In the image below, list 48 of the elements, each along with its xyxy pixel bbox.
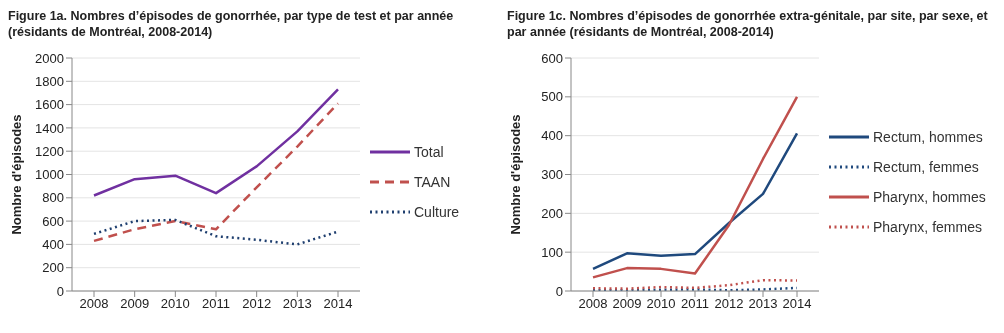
x-tick-label: 2008	[578, 296, 608, 312]
x-tick-label: 2014	[323, 296, 353, 312]
y-tick-label: 1600	[35, 97, 64, 113]
y-tick-label: 200	[42, 260, 64, 276]
chart-title: Figure 1a. Nombres d’épisodes de gonorrhée, par type de test et par année (résidants de Montréal, 2008-2014)	[8, 8, 455, 41]
legend-label: Rectum, femmes	[873, 158, 979, 175]
y-tick-label: 400	[42, 237, 64, 253]
x-tick-label: 2011	[202, 296, 230, 312]
y-tick-label: 1200	[35, 143, 64, 159]
line-series	[92, 102, 340, 243]
y-tick-label: 2000	[35, 50, 64, 66]
x-tick-label: 2008	[79, 296, 109, 312]
x-tick-label: 2013	[748, 296, 778, 312]
line-series	[591, 132, 799, 271]
x-tick-label: 2009	[120, 296, 150, 312]
y-tick-label: 100	[541, 244, 563, 260]
x-tick-label: 2010	[160, 296, 190, 312]
y-tick-label: 400	[541, 128, 563, 144]
x-tick-label: 2010	[646, 296, 676, 312]
y-tick-label: 0	[56, 283, 64, 299]
line-series	[591, 278, 799, 290]
y-tick-label: 1000	[35, 167, 64, 183]
y-tick-label: 500	[541, 89, 563, 105]
line-series	[591, 95, 799, 279]
x-tick-label: 2014	[782, 296, 812, 312]
x-tick-label: 2011	[681, 296, 709, 312]
y-tick-label: 600	[541, 50, 563, 66]
legend-label: Culture	[414, 203, 460, 220]
y-tick-label: 0	[555, 283, 563, 299]
legend-label: Pharynx, hommes	[873, 188, 986, 205]
x-tick-label: 2012	[242, 296, 272, 312]
y-tick-label: 800	[42, 190, 64, 206]
chart-title: Figure 1c. Nombres d’épisodes de gonorrhée extra-génitale, par site, par sexe, et par année (résidants de Montréal, 2008-2014)	[507, 8, 989, 41]
line-series	[92, 88, 340, 197]
y-tick-label: 300	[541, 167, 563, 183]
y-axis-title: Nombre d'épisodes	[507, 114, 523, 235]
x-tick-label: 2013	[282, 296, 312, 312]
y-tick-label: 600	[42, 213, 64, 229]
y-tick-label: 200	[541, 205, 563, 221]
x-tick-label: 2012	[714, 296, 744, 312]
legend-label: Total	[414, 143, 444, 160]
legend-label: TAAN	[414, 173, 451, 190]
legend-label: Rectum, hommes	[873, 128, 983, 145]
x-tick-label: 2009	[612, 296, 642, 312]
legend-label: Pharynx, femmes	[873, 218, 982, 235]
y-tick-label: 1400	[35, 120, 64, 136]
y-tick-label: 1800	[35, 73, 64, 89]
y-axis-title: Nombre d'épisodes	[8, 114, 24, 235]
